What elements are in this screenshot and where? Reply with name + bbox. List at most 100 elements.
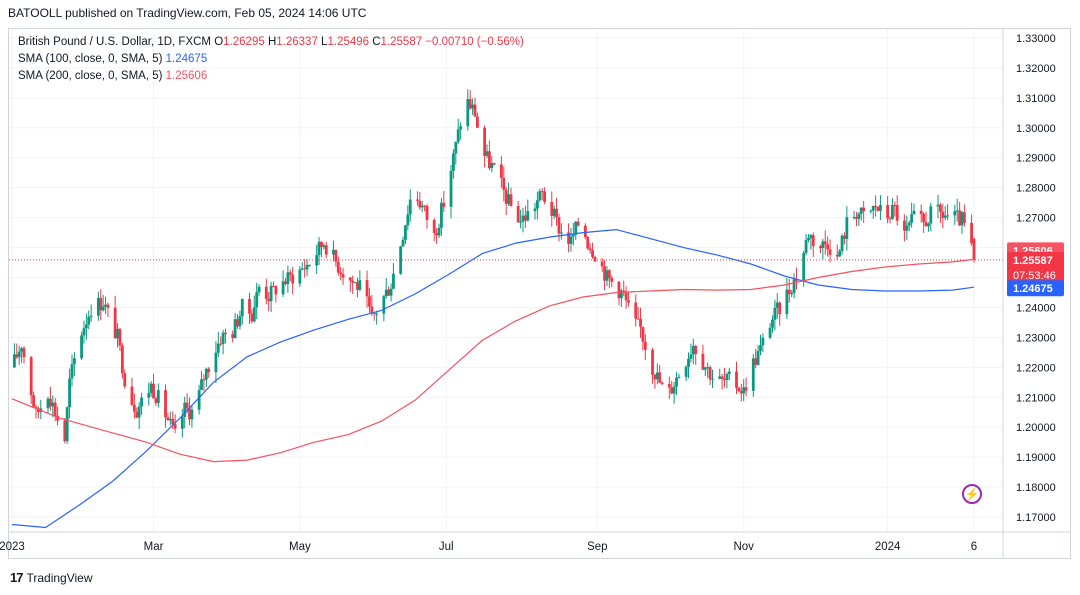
candle-body bbox=[425, 205, 429, 220]
candle-body bbox=[687, 358, 690, 367]
candle-body bbox=[795, 279, 798, 281]
candle-body bbox=[672, 386, 676, 394]
candle-body bbox=[571, 234, 575, 237]
candle-body bbox=[56, 415, 59, 421]
candle-body bbox=[353, 282, 357, 284]
candle-body bbox=[701, 353, 705, 370]
candle-body bbox=[303, 268, 307, 270]
legend-sma200-row[interactable]: SMA (200, close, 0, SMA, 5) 1.25606 bbox=[18, 68, 524, 85]
candle-body bbox=[188, 408, 191, 420]
candle-body bbox=[857, 213, 861, 219]
candle-body bbox=[185, 402, 189, 409]
candle-body bbox=[559, 232, 563, 234]
candle-body bbox=[533, 208, 537, 212]
candle-body bbox=[778, 302, 782, 315]
candle-body bbox=[300, 268, 304, 270]
candle-body bbox=[855, 217, 858, 219]
candle-body bbox=[190, 409, 194, 420]
candle-body bbox=[238, 316, 242, 327]
candle-body bbox=[34, 406, 38, 409]
candle-body bbox=[149, 383, 153, 394]
legend-sma100-row[interactable]: SMA (100, close, 0, SMA, 5) 1.24675 bbox=[18, 51, 524, 68]
candle-body bbox=[406, 214, 410, 226]
candle-body bbox=[838, 251, 842, 257]
candles bbox=[12, 89, 976, 444]
candle-body bbox=[435, 233, 439, 236]
x-tick-label: May bbox=[289, 541, 311, 553]
candle-body bbox=[807, 238, 810, 241]
close-price-tag-bg bbox=[1007, 251, 1064, 283]
candle-body bbox=[655, 372, 659, 380]
candle-body bbox=[418, 200, 422, 208]
candle-body bbox=[583, 225, 587, 238]
candle-body bbox=[761, 337, 765, 346]
candle-body bbox=[725, 373, 729, 380]
candle-body bbox=[332, 249, 335, 255]
candle-body bbox=[298, 269, 302, 284]
candle-body bbox=[156, 390, 160, 403]
candle-body bbox=[29, 357, 33, 396]
candle-body bbox=[643, 341, 647, 350]
candle-body bbox=[639, 318, 642, 327]
candle-body bbox=[286, 272, 290, 285]
candle-body bbox=[401, 239, 405, 247]
candle-body bbox=[591, 250, 594, 258]
candle-body bbox=[255, 292, 259, 308]
candle-body bbox=[622, 290, 626, 293]
ohlc-low: L1.25496 bbox=[321, 36, 370, 48]
sma100-value: 1.24675 bbox=[165, 53, 208, 65]
tradingview-footer[interactable]: 17 TradingView bbox=[10, 570, 93, 585]
candle-body bbox=[759, 345, 762, 352]
candle-body bbox=[197, 390, 201, 410]
candle-body bbox=[691, 346, 695, 355]
candle-body bbox=[941, 211, 945, 218]
candle-body bbox=[946, 215, 950, 217]
candle-body bbox=[15, 354, 19, 358]
y-tick-label: 1.24000 bbox=[1016, 302, 1056, 314]
candle-body bbox=[123, 373, 127, 387]
candle-body bbox=[269, 285, 273, 302]
candle-body bbox=[65, 407, 69, 442]
sma100-price-tag: 1.24675 bbox=[1013, 283, 1053, 295]
candle-body bbox=[308, 264, 311, 266]
candle-body bbox=[744, 387, 748, 391]
lightning-icon[interactable]: ⚡ bbox=[962, 484, 982, 504]
candle-body bbox=[368, 296, 371, 307]
ohlc-open: O1.26295 bbox=[214, 36, 265, 48]
x-tick-label: Nov bbox=[733, 541, 754, 553]
candle-body bbox=[168, 418, 172, 421]
candle-body bbox=[845, 217, 849, 239]
candle-body bbox=[804, 240, 808, 254]
candle-body bbox=[113, 307, 117, 339]
candle-body bbox=[521, 215, 525, 222]
candle-body bbox=[574, 221, 578, 235]
candle-body bbox=[322, 245, 326, 248]
candle-body bbox=[483, 127, 487, 156]
candle-body bbox=[634, 302, 638, 319]
y-tick-label: 1.32000 bbox=[1016, 63, 1056, 75]
candle-body bbox=[233, 319, 237, 339]
candle-body bbox=[828, 249, 832, 255]
grid-lines bbox=[9, 29, 1003, 532]
candle-body bbox=[811, 235, 815, 247]
candle-body bbox=[274, 286, 278, 295]
candle-body bbox=[492, 163, 496, 165]
candle-body bbox=[773, 307, 777, 320]
candle-body bbox=[802, 253, 806, 281]
y-tick-label: 1.21000 bbox=[1016, 392, 1056, 404]
candle-body bbox=[888, 218, 892, 220]
candle-body bbox=[543, 191, 546, 202]
candle-body bbox=[605, 270, 609, 281]
x-tick-label: Mar bbox=[144, 541, 164, 553]
candle-body bbox=[703, 367, 707, 370]
publisher-caption: BATOOLL published on TradingView.com, Fe… bbox=[8, 6, 367, 20]
candle-body bbox=[927, 223, 930, 227]
candle-body bbox=[140, 397, 143, 407]
candle-body bbox=[538, 191, 542, 201]
chart-legend: British Pound / U.S. Dollar, 1D, FXCM O1… bbox=[18, 34, 524, 85]
candle-body bbox=[653, 374, 657, 380]
candle-body bbox=[586, 237, 590, 249]
candle-body bbox=[504, 189, 508, 204]
